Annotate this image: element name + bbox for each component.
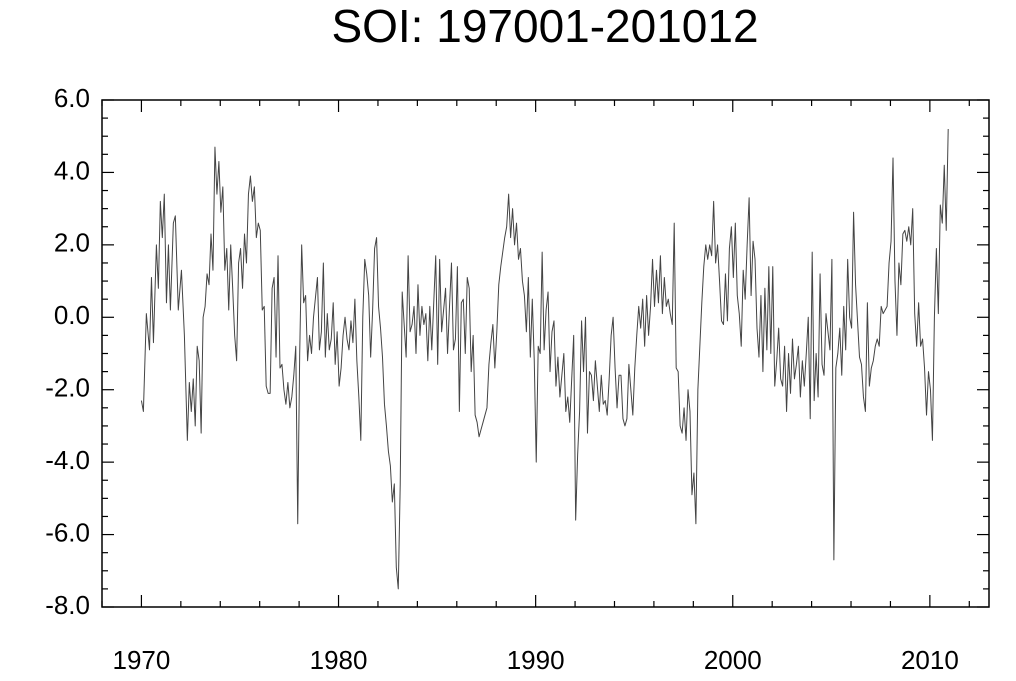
x-tick-label: 2000 <box>704 645 762 675</box>
y-tick-label: -8.0 <box>45 590 90 620</box>
y-tick-label: -2.0 <box>45 373 90 403</box>
plot-frame <box>101 99 990 608</box>
y-tick-label: 4.0 <box>54 155 90 185</box>
y-tick-label: 2.0 <box>54 228 90 258</box>
x-tick-label: 1970 <box>113 645 171 675</box>
x-tick-label: 1980 <box>310 645 368 675</box>
y-tick-label: -4.0 <box>45 445 90 475</box>
y-tick-label: 6.0 <box>54 83 90 113</box>
data-line <box>140 128 949 590</box>
x-tick-label: 2010 <box>901 645 959 675</box>
x-tick-label: 1990 <box>507 645 565 675</box>
chart-title: SOI: 197001-201012 <box>331 0 758 52</box>
y-tick-label: 0.0 <box>54 300 90 330</box>
y-tick-label: -6.0 <box>45 517 90 547</box>
